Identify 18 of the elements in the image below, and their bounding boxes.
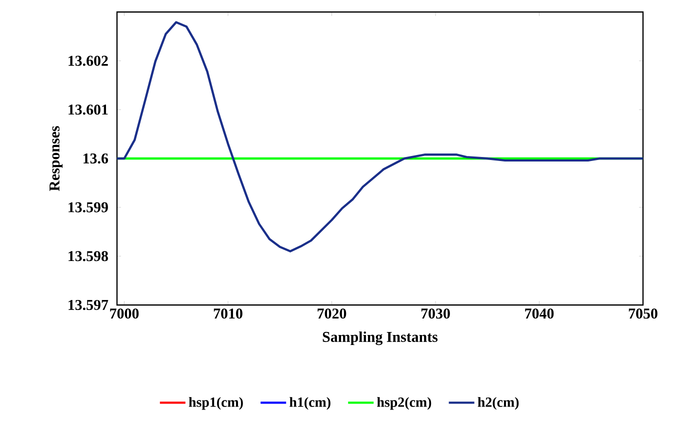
- y-tick-label: 13.598: [68, 251, 108, 262]
- legend-label: hsp1(cm): [188, 397, 243, 410]
- x-axis-title: Sampling Instants: [322, 331, 438, 346]
- legend-label: h1(cm): [290, 397, 330, 410]
- x-tick-label: 7040: [525, 308, 554, 319]
- x-tick-label: 7000: [110, 308, 139, 319]
- y-tick-label: 13.597: [68, 300, 108, 310]
- y-tick-label: 13.599: [68, 202, 108, 212]
- x-tick-label: 7020: [318, 308, 346, 319]
- y-axis-title: Responses: [50, 126, 63, 192]
- y-tick-label: 13.602: [68, 56, 108, 66]
- x-tick-label: 7010: [214, 308, 242, 319]
- y-tick-label: 13.601: [68, 104, 108, 115]
- y-tick-label: 13.6: [84, 153, 108, 164]
- x-tick-label: 7050: [628, 308, 658, 319]
- legend-label: hsp2(cm): [377, 397, 432, 410]
- legend-label: h2(cm): [478, 397, 519, 410]
- x-tick-label: 7030: [421, 308, 450, 319]
